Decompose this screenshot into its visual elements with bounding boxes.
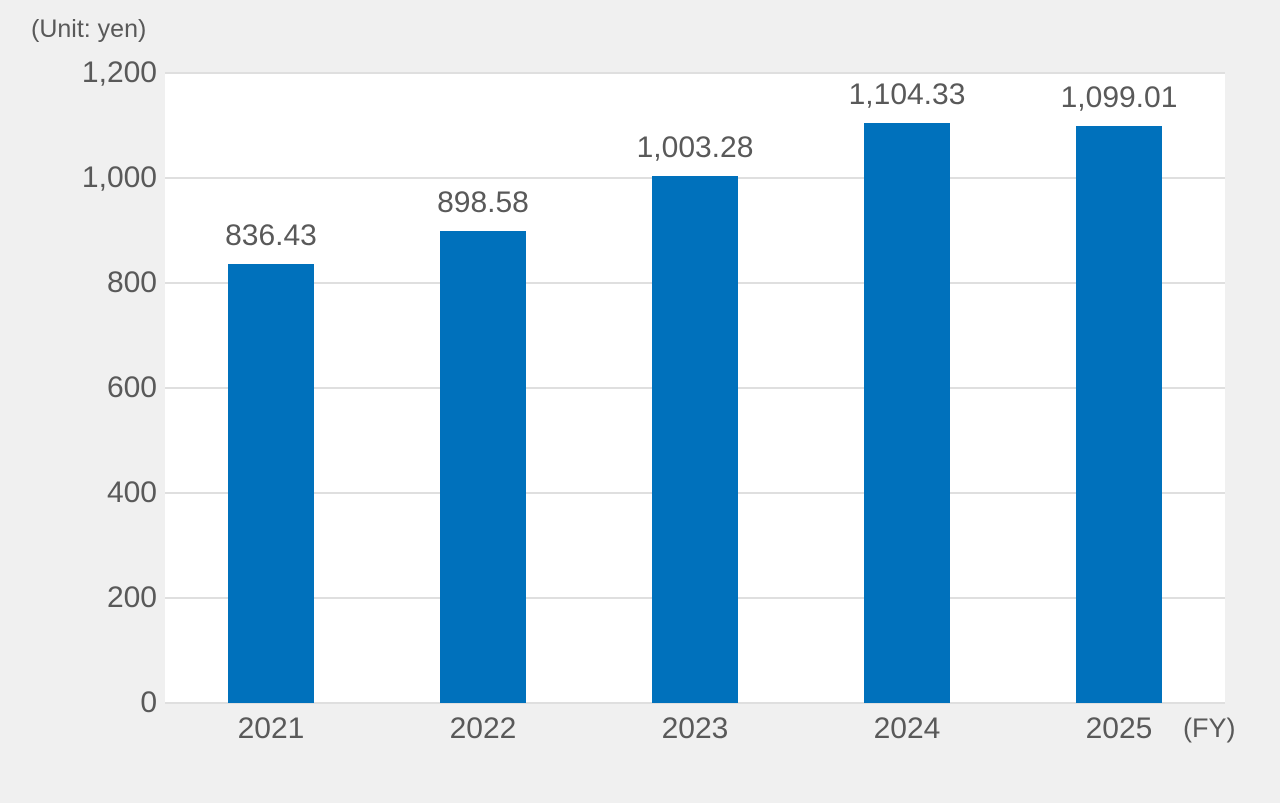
y-tick-label-1000: 1,000 bbox=[81, 161, 157, 194]
y-tick-label-600: 600 bbox=[106, 371, 157, 404]
bar-value-label-2022: 898.58 bbox=[437, 186, 529, 219]
bar-2021 bbox=[228, 264, 314, 703]
y-tick-label-400: 400 bbox=[106, 476, 157, 509]
bar-value-label-2021: 836.43 bbox=[225, 219, 317, 252]
y-axis-unit-label: (Unit: yen) bbox=[31, 15, 147, 43]
y-tick-label-1200: 1,200 bbox=[81, 56, 157, 89]
x-tick-label-2022: 2022 bbox=[449, 712, 517, 745]
x-tick-label-2021: 2021 bbox=[237, 712, 305, 745]
x-tick-label-2025: 2025 bbox=[1085, 712, 1153, 745]
bar-2025 bbox=[1076, 126, 1162, 703]
bar-value-label-2025: 1,099.01 bbox=[1060, 81, 1178, 114]
plot-area: 836.43 898.58 1,003.28 1,104.33 1,099.01 bbox=[165, 72, 1225, 704]
bar-value-label-2023: 1,003.28 bbox=[636, 131, 754, 164]
bar-2022 bbox=[440, 231, 526, 703]
x-tick-label-2024: 2024 bbox=[873, 712, 941, 745]
x-tick-label-2023: 2023 bbox=[661, 712, 729, 745]
bar-2023 bbox=[652, 176, 738, 703]
y-tick-label-800: 800 bbox=[106, 266, 157, 299]
bar-2024 bbox=[864, 123, 950, 703]
x-axis-unit-label: (FY) bbox=[1183, 713, 1236, 743]
gridline-1200 bbox=[165, 72, 1225, 74]
y-tick-label-0: 0 bbox=[140, 686, 157, 719]
bar-value-label-2024: 1,104.33 bbox=[848, 78, 966, 111]
gridline-0 bbox=[165, 702, 1225, 704]
y-tick-label-200: 200 bbox=[106, 581, 157, 614]
